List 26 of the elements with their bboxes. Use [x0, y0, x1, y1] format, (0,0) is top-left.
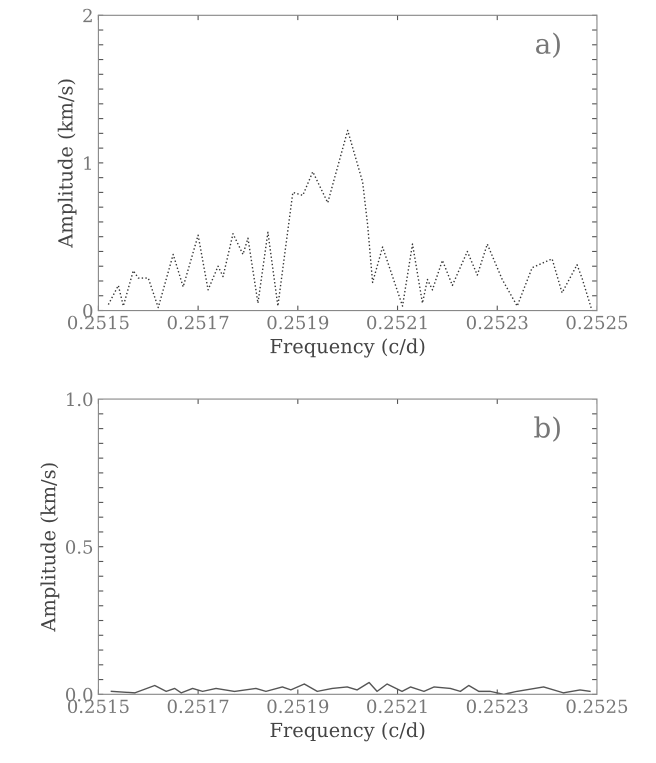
x-tick-label: 0.2525 — [566, 316, 628, 330]
y-axis-title: Amplitude (km/s) — [40, 463, 60, 632]
annotation: a) — [536, 32, 560, 58]
x-tick-label: 0.2521 — [367, 700, 427, 714]
x-axis-title: Frequency (c/d) — [270, 338, 424, 358]
y-tick-label: 0.0 — [66, 688, 92, 702]
x-tick-label: 0.2515 — [68, 316, 129, 330]
x-tick-label: 0.2521 — [367, 316, 427, 330]
x-tick-label: 0.2517 — [168, 316, 228, 330]
y-tick-label: 1 — [84, 156, 91, 170]
x-tick-label: 0.2517 — [168, 700, 228, 714]
line-series — [108, 130, 593, 311]
x-tick-label: 0.2519 — [267, 700, 328, 714]
y-tick-label: 0 — [83, 304, 92, 318]
y-axis-title: Amplitude (km/s) — [58, 80, 76, 248]
x-tick-label: 0.2519 — [267, 316, 328, 330]
x-tick-label: 0.2523 — [466, 700, 528, 714]
y-tick-label: 0.5 — [66, 540, 92, 554]
x-tick-label: 0.2525 — [566, 700, 628, 714]
x-tick-label: 0.2515 — [68, 700, 129, 714]
x-tick-label: 0.2523 — [466, 316, 528, 330]
y-tick-label: 2 — [83, 8, 92, 22]
x-axis-title: Frequency (c/d) — [270, 722, 424, 742]
annotation: b) — [534, 416, 560, 442]
y-tick-label: 1.0 — [67, 392, 92, 406]
line-series — [110, 682, 591, 694]
